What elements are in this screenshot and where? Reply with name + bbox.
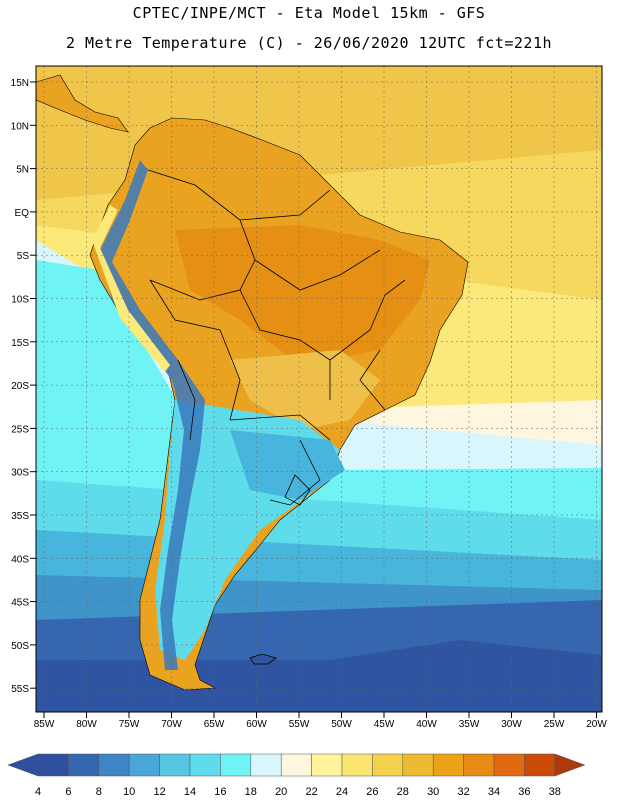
legend-swatch (372, 753, 404, 777)
lat-label: 5S (17, 251, 30, 262)
latitude-labels: 15N 10N 5N EQ 5S 10S 15S 20S 25S 30S 35S 40S 45S 50S 5… (11, 78, 36, 695)
legend-swatch (432, 753, 464, 777)
legend-label: 28 (397, 786, 409, 798)
legend-label: 22 (305, 786, 317, 798)
legend-swatch (493, 753, 525, 777)
legend-label: 18 (245, 786, 257, 798)
legend-label: 8 (96, 786, 102, 798)
lon-label: 70W (161, 719, 182, 730)
legend-label: 6 (65, 786, 71, 798)
legend-swatch (37, 753, 69, 777)
legend-swatch (128, 753, 160, 777)
legend-low-arrow (7, 753, 39, 777)
andes-ridge (100, 160, 205, 670)
land-zone-32 (175, 225, 430, 365)
lon-label: 45W (374, 719, 395, 730)
legend-swatch (98, 753, 130, 777)
map-title-line-1: CPTEC/INPE/MCT - Eta Model 15km - GFS (132, 4, 486, 22)
lat-label: 40S (11, 554, 29, 565)
legend-high-arrow (554, 753, 586, 777)
legend-swatch (220, 753, 252, 777)
lon-label: 55W (289, 719, 310, 730)
lat-label: 5N (16, 165, 29, 176)
legend-label: 30 (427, 786, 439, 798)
legend-swatch (311, 753, 343, 777)
lon-label: 65W (204, 719, 225, 730)
lon-label: 30W (501, 719, 522, 730)
lat-label: 10N (11, 121, 29, 132)
lat-label: 10S (11, 295, 29, 306)
legend-swatch (280, 753, 312, 777)
lat-label: 15S (11, 338, 29, 349)
legend-label: 16 (214, 786, 226, 798)
lat-label: 45S (11, 598, 29, 609)
legend-swatch (250, 753, 282, 777)
andes-coast-warm-strip (92, 205, 170, 372)
temperature-legend: 4 6 8 10 12 14 16 18 20 22 24 26 28 30 32 34 36 38 (7, 753, 586, 798)
legend-label: 14 (184, 786, 196, 798)
legend-swatch (68, 753, 100, 777)
lon-label: 35W (459, 719, 480, 730)
legend-label: 26 (366, 786, 378, 798)
legend-label: 24 (336, 786, 348, 798)
legend-label: 36 (518, 786, 530, 798)
lon-label: 85W (34, 719, 55, 730)
land-zone-pampas (230, 430, 345, 500)
legend-swatch (159, 753, 191, 777)
legend-swatch (341, 753, 373, 777)
legend-swatch (189, 753, 221, 777)
lat-label: 35S (11, 511, 29, 522)
lon-label: 50W (331, 719, 352, 730)
lat-label: 50S (11, 641, 29, 652)
lat-label: 30S (11, 468, 29, 479)
lon-label: 75W (119, 719, 140, 730)
ocean-band-6 (36, 640, 602, 712)
lon-label: 25W (544, 719, 565, 730)
legend-label: 32 (457, 786, 469, 798)
lon-label: 80W (76, 719, 97, 730)
legend-label: 20 (275, 786, 287, 798)
lon-label: 20W (586, 719, 607, 730)
map-title-line-2: 2 Metre Temperature (C) - 26/06/2020 12U… (65, 34, 553, 52)
legend-swatch (524, 753, 556, 777)
legend-label: 12 (153, 786, 165, 798)
lon-label: 60W (246, 719, 267, 730)
lon-label: 40W (416, 719, 437, 730)
lat-label: 55S (11, 684, 29, 695)
lat-label: 15N (11, 78, 29, 89)
legend-swatch (402, 753, 434, 777)
legend-label: 34 (488, 786, 500, 798)
map-frame (35, 65, 603, 713)
longitude-labels: 85W 80W 75W 70W 65W 60W 55W 50W 45W 40W 35W 30W 25W 2… (34, 712, 607, 730)
lat-label: 20S (11, 381, 29, 392)
legend-swatch (463, 753, 495, 777)
legend-label: 38 (549, 786, 561, 798)
legend-label: 10 (123, 786, 135, 798)
lat-label: EQ (15, 208, 30, 219)
land-zone-30 (230, 350, 380, 430)
lat-label: 25S (11, 424, 29, 435)
central-america (36, 74, 129, 133)
lat-lon-gridlines (36, 66, 602, 712)
legend-label: 4 (35, 786, 41, 798)
country-borders (147, 169, 406, 506)
